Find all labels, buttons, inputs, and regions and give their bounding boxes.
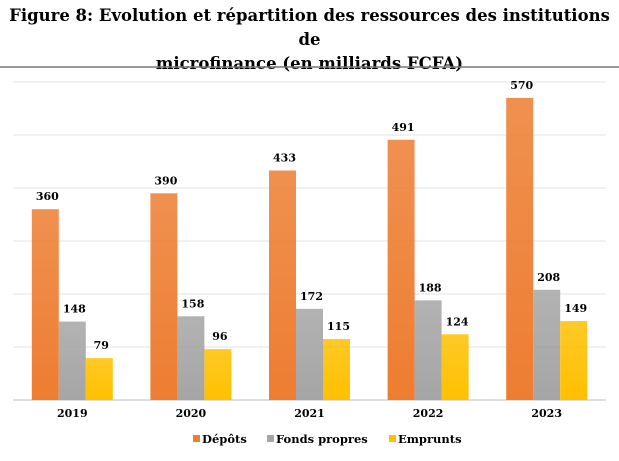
- data-label: 570: [510, 79, 533, 92]
- legend-item: Emprunts: [389, 432, 462, 446]
- bar-dépôts: [387, 139, 415, 400]
- bar-fonds-propres: [296, 308, 323, 400]
- data-label: 491: [392, 121, 415, 134]
- data-label: 79: [94, 339, 109, 352]
- data-label: 149: [564, 302, 587, 315]
- data-label: 208: [537, 271, 560, 284]
- legend-item: Dépôts: [193, 432, 247, 446]
- legend-item: Fonds propres: [267, 432, 368, 446]
- bar-dépôts: [269, 170, 296, 400]
- legend-label: Emprunts: [398, 432, 462, 446]
- chart-title-line-2: microfinance (en milliards FCFA): [155, 54, 464, 73]
- data-label: 172: [300, 290, 323, 303]
- bar-dépôts: [506, 97, 534, 401]
- bar-fonds-propres: [58, 321, 86, 400]
- bar-fonds-propres: [533, 289, 561, 400]
- x-tick-label: 2022: [413, 407, 444, 420]
- chart-title: Figure 8: Evolution et répartition des r…: [0, 4, 619, 76]
- data-label: 158: [181, 297, 204, 310]
- bar-emprunts: [441, 334, 469, 400]
- x-tick-label: 2020: [176, 407, 207, 420]
- bar-dépôts: [150, 193, 178, 400]
- legend-swatch: [193, 435, 200, 442]
- bar-fonds-propres: [177, 316, 205, 400]
- data-label: 96: [212, 330, 228, 343]
- legend-label: Fonds propres: [276, 432, 368, 446]
- data-label: 433: [273, 152, 296, 165]
- x-tick-label: 2023: [531, 407, 562, 420]
- legend-swatch: [267, 435, 274, 442]
- data-label: 148: [63, 303, 86, 316]
- data-label: 188: [419, 281, 442, 294]
- chart-title-line-1: Figure 8: Evolution et répartition des r…: [9, 6, 610, 49]
- x-tick-label: 2021: [294, 407, 325, 420]
- bar-dépôts: [31, 209, 59, 400]
- data-label: 115: [327, 320, 350, 333]
- data-label: 360: [36, 190, 59, 203]
- data-label: 390: [154, 174, 177, 187]
- bar-fonds-propres: [414, 300, 442, 400]
- legend-swatch: [389, 435, 396, 442]
- bar-emprunts: [85, 358, 113, 400]
- data-label: 124: [446, 315, 469, 328]
- x-tick-label: 2019: [57, 407, 88, 420]
- bar-emprunts: [560, 321, 588, 400]
- bar-emprunts: [204, 349, 232, 400]
- bar-emprunts: [323, 339, 350, 400]
- legend-label: Dépôts: [202, 432, 247, 446]
